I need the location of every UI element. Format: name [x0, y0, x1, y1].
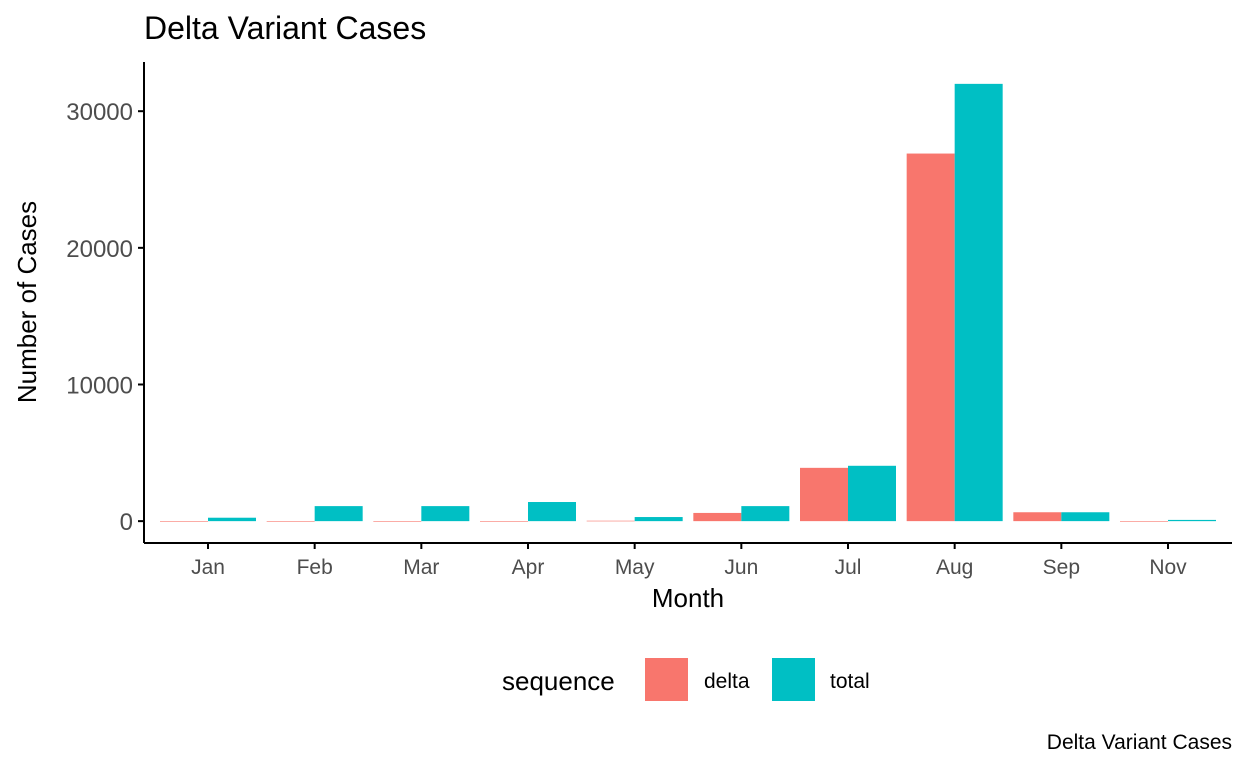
bar-total-apr	[528, 502, 576, 522]
bar-delta-nov	[1120, 521, 1168, 522]
legend-key-delta	[645, 658, 688, 701]
bar-total-sep	[1061, 512, 1110, 522]
bar-delta-apr	[480, 521, 528, 522]
bar-delta-may	[586, 520, 635, 522]
bar-delta-jan	[160, 521, 208, 522]
x-tick-label: Feb	[297, 556, 333, 579]
x-axis-title: Month	[652, 583, 724, 613]
x-tick-label: Mar	[403, 556, 439, 579]
x-ticks: Jan Feb Mar Apr May Jun Jul Aug Sep Nov	[191, 543, 1187, 579]
legend-title: sequence	[502, 666, 615, 696]
y-tick-label: 10000	[66, 372, 133, 399]
bar-total-may	[634, 517, 683, 522]
bar-total-aug	[954, 83, 1003, 522]
x-tick-label: Apr	[512, 556, 545, 579]
bar-delta-sep	[1013, 512, 1062, 522]
y-tick-label: 30000	[66, 99, 133, 126]
bar-total-feb	[314, 506, 363, 522]
bar-total-nov	[1168, 519, 1216, 522]
x-tick-label: Jan	[191, 556, 225, 579]
x-tick-label: Aug	[936, 556, 973, 579]
legend: sequence delta total	[502, 658, 870, 701]
bar-delta-aug	[906, 153, 955, 522]
chart-title: Delta Variant Cases	[144, 10, 426, 46]
bar-delta-mar	[373, 521, 422, 522]
legend-label-total: total	[830, 670, 870, 693]
bar-delta-jul	[800, 467, 848, 522]
y-ticks: 0 10000 20000 30000	[66, 99, 144, 536]
bar-total-jan	[208, 517, 256, 522]
x-tick-label: Nov	[1149, 556, 1187, 579]
plot-area	[160, 83, 1216, 522]
y-tick-label: 20000	[66, 236, 133, 263]
bar-total-mar	[421, 506, 470, 522]
bar-total-jun	[741, 506, 790, 522]
x-tick-label: Jun	[724, 556, 758, 579]
y-axis-title: Number of Cases	[12, 201, 42, 403]
bar-delta-feb	[266, 521, 315, 522]
bar-total-jul	[848, 465, 896, 522]
x-tick-label: Sep	[1043, 556, 1080, 579]
legend-key-total	[772, 658, 815, 701]
legend-label-delta: delta	[704, 670, 750, 693]
bar-delta-jun	[693, 512, 742, 522]
y-tick-label: 0	[120, 509, 133, 536]
chart-caption: Delta Variant Cases	[1047, 731, 1232, 754]
x-tick-label: Jul	[835, 556, 862, 579]
x-tick-label: May	[615, 556, 655, 579]
